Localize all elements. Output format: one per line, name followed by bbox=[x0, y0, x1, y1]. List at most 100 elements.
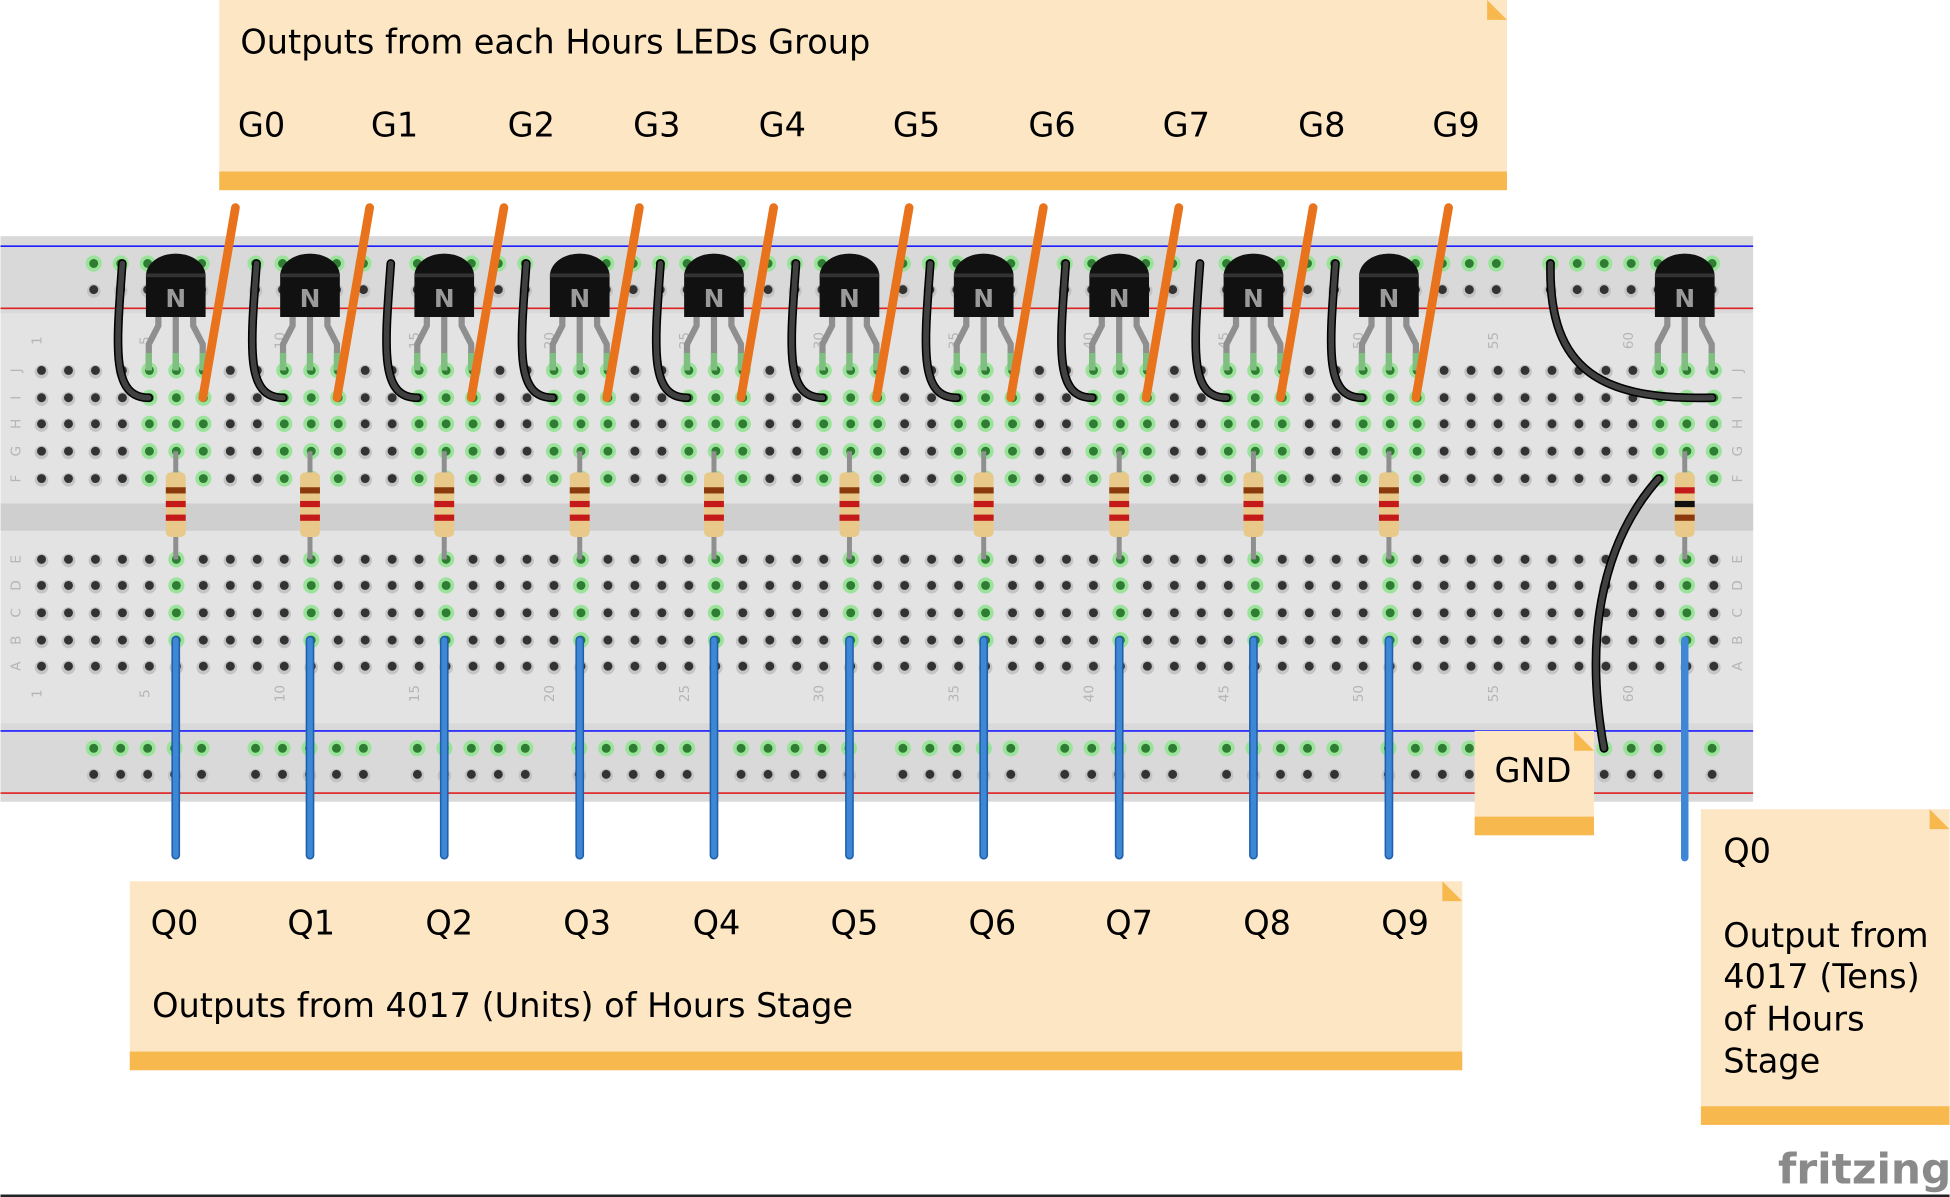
black-jumper-wire bbox=[1328, 260, 1365, 401]
breadboard-hole bbox=[1655, 419, 1665, 429]
breadboard-hole bbox=[1520, 635, 1530, 645]
breadboard-hole bbox=[1008, 580, 1018, 590]
breadboard-hole bbox=[1141, 769, 1151, 779]
group-label: G2 bbox=[508, 106, 555, 145]
breadboard-hole bbox=[37, 393, 46, 403]
breadboard-hole bbox=[873, 661, 883, 671]
breadboard-hole bbox=[925, 743, 935, 753]
note-top-title: Outputs from each Hours LEDs Group bbox=[240, 22, 870, 61]
breadboard-hole bbox=[1358, 580, 1368, 590]
breadboard-hole bbox=[1060, 769, 1070, 779]
breadboard-hole bbox=[954, 661, 964, 671]
breadboard-hole bbox=[630, 635, 640, 645]
breadboard-hole bbox=[1304, 393, 1314, 403]
breadboard-hole bbox=[628, 285, 638, 295]
orange-wire bbox=[1141, 203, 1184, 403]
breadboard-hole bbox=[198, 608, 208, 618]
breadboard-hole bbox=[1437, 285, 1447, 295]
breadboard-hole bbox=[1115, 608, 1125, 618]
breadboard-hole bbox=[1493, 474, 1503, 484]
breadboard-hole bbox=[1628, 608, 1638, 618]
breadboard-hole bbox=[1707, 769, 1717, 779]
breadboard-hole bbox=[522, 661, 532, 671]
breadboard-hole bbox=[144, 554, 154, 564]
breadboard-hole bbox=[1006, 743, 1016, 753]
breadboard-hole bbox=[657, 446, 667, 456]
breadboard-hole bbox=[549, 580, 559, 590]
breadboard-hole bbox=[763, 769, 773, 779]
breadboard-hole bbox=[1331, 446, 1341, 456]
breadboard-hole bbox=[89, 743, 99, 753]
note-top-hours-leds[interactable]: Outputs from each Hours LEDs Group G0 G1 G… bbox=[219, 0, 1507, 191]
breadboard-hole bbox=[1466, 474, 1476, 484]
breadboard-hole bbox=[441, 580, 451, 590]
breadboard-hole bbox=[1601, 419, 1611, 429]
breadboard-hole bbox=[927, 608, 937, 618]
resistor-band bbox=[434, 514, 455, 521]
breadboard-hole bbox=[1412, 661, 1422, 671]
breadboard-hole bbox=[1655, 635, 1665, 645]
breadboard-hole bbox=[792, 446, 802, 456]
breadboard-hole bbox=[387, 474, 397, 484]
breadboard-hole bbox=[522, 554, 532, 564]
breadboard-hole bbox=[1303, 285, 1312, 295]
power-rail-line bbox=[0, 792, 1754, 794]
breadboard-hole bbox=[1331, 393, 1341, 403]
breadboard-hole bbox=[1599, 769, 1609, 779]
black-jumper-wire bbox=[249, 260, 286, 401]
note-tens[interactable]: Q0 Output from 4017 (Tens) of Hours Stag… bbox=[1700, 809, 1950, 1125]
breadboard-hole bbox=[738, 661, 748, 671]
breadboard-hole bbox=[1331, 580, 1341, 590]
breadboard-hole bbox=[873, 474, 883, 484]
breadboard-hole bbox=[549, 419, 559, 429]
transistor-body bbox=[1654, 253, 1715, 317]
breadboard-hole bbox=[358, 743, 368, 753]
breadboard-hole bbox=[954, 446, 964, 456]
breadboard-hole bbox=[1466, 608, 1476, 618]
breadboard-hole bbox=[1626, 259, 1636, 268]
breadboard-hole bbox=[252, 608, 262, 618]
breadboard-hole bbox=[1439, 608, 1449, 618]
breadboard-hole bbox=[90, 554, 100, 564]
breadboard-hole bbox=[1574, 580, 1584, 590]
breadboard-hole bbox=[495, 446, 505, 456]
breadboard-hole bbox=[387, 393, 397, 403]
breadboard-hole bbox=[89, 259, 99, 268]
black-jumper-wire bbox=[788, 260, 826, 401]
breadboard-hole bbox=[630, 580, 640, 590]
breadboard-hole bbox=[1331, 661, 1341, 671]
breadboard-hole bbox=[495, 554, 505, 564]
breadboard-hole bbox=[981, 580, 991, 590]
breadboard-hole bbox=[1008, 419, 1018, 429]
breadboard-hole bbox=[1035, 393, 1044, 403]
transistor-flat bbox=[684, 273, 744, 278]
breadboard-hole bbox=[522, 608, 532, 618]
breadboard-hole bbox=[1493, 608, 1503, 618]
breadboard-hole bbox=[657, 393, 667, 403]
breadboard-hole bbox=[37, 446, 46, 456]
breadboard-hole bbox=[819, 474, 829, 484]
breadboard-hole bbox=[1222, 769, 1232, 779]
breadboard-hole bbox=[819, 580, 829, 590]
breadboard-hole bbox=[414, 446, 424, 456]
breadboard-hole bbox=[1464, 285, 1474, 295]
breadboard-hole bbox=[90, 580, 100, 590]
breadboard-hole bbox=[549, 474, 559, 484]
row-letter: A bbox=[8, 661, 24, 671]
notes: Outputs from each Hours LEDs Group G0 G1 G… bbox=[129, 0, 1950, 1125]
breadboard-hole bbox=[1628, 554, 1638, 564]
breadboard-hole bbox=[414, 635, 424, 645]
breadboard-hole bbox=[1196, 661, 1206, 671]
resistor-band bbox=[839, 500, 860, 508]
breadboard-hole bbox=[1464, 743, 1474, 753]
breadboard-hole bbox=[1601, 635, 1611, 645]
transistor-flat bbox=[549, 273, 610, 278]
note-bottom-units[interactable]: Q0 Q1 Q2 Q3 Q4 Q5 Q6 Q7 Q8 Q9 Outputs from 4017 (… bbox=[129, 881, 1463, 1071]
breadboard-hole bbox=[900, 635, 910, 645]
note-tens-line: Output from bbox=[1723, 916, 1928, 955]
breadboard-hole bbox=[198, 580, 208, 590]
note-gnd[interactable]: GND bbox=[1474, 730, 1595, 836]
breadboard-hole bbox=[1520, 393, 1530, 403]
breadboard-hole bbox=[1439, 554, 1449, 564]
